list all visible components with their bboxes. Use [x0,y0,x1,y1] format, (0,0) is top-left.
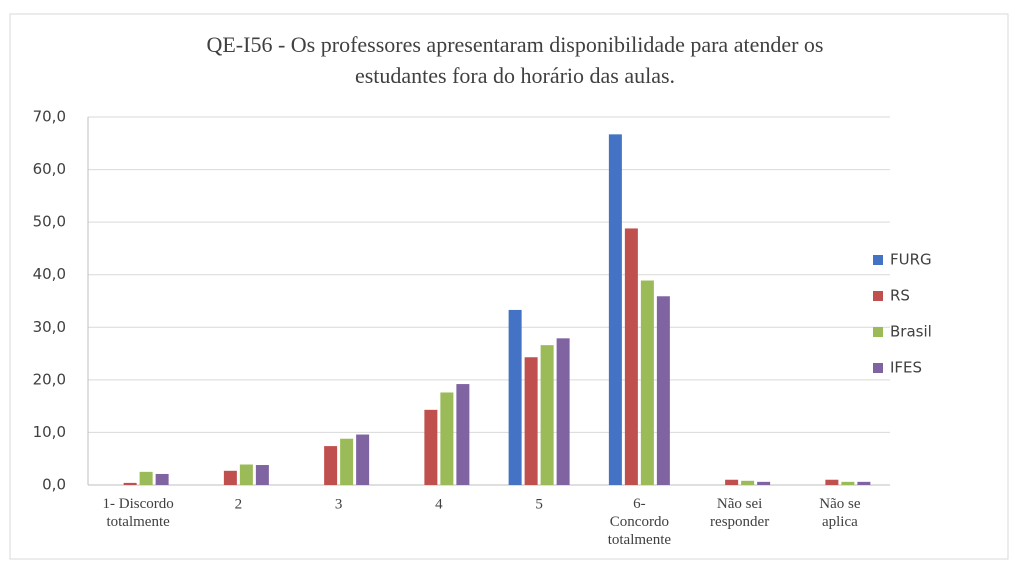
bar [440,392,454,485]
bar [841,481,855,485]
bar [556,338,570,485]
x-tick-label: 1- Discordo totalmente [103,496,174,530]
bar [239,464,253,485]
bar [508,309,522,485]
y-tick-label: 50,0 [33,213,66,231]
y-tick-label: 20,0 [33,370,66,388]
bar [757,481,771,485]
bar [255,465,269,485]
bar [656,296,670,485]
legend-swatch [873,255,883,265]
legend-label: IFES [890,359,922,377]
y-tick-label: 60,0 [33,160,66,178]
bar [340,438,354,485]
bar [139,471,153,485]
y-tick-label: 10,0 [33,423,66,441]
x-tick-label: 4 [435,496,443,512]
bar [540,345,554,485]
bar [223,470,237,485]
bar [123,482,137,485]
y-tick-label: 70,0 [33,108,66,126]
x-tick-label: 3 [335,496,343,512]
legend-swatch [873,291,883,301]
x-tick-label: 6-Concordo totalmente [608,496,672,548]
legend-swatch [873,363,883,373]
bar [857,481,871,485]
legend-swatch [873,327,883,337]
x-tick-label: Não se aplica [819,496,861,530]
bar [825,479,839,485]
x-tick-label: 2 [235,496,243,512]
y-tick-label: 30,0 [33,318,66,336]
legend-label: Brasil [890,323,932,341]
bar [424,409,438,485]
bar [624,228,638,486]
x-tick-label: Não sei responder [710,496,769,530]
legend-label: FURG [890,251,932,269]
bar [356,434,370,485]
bar [608,134,622,485]
bar [456,384,470,485]
bar [524,357,538,485]
x-tick-label: 5 [535,496,543,512]
chart-title: QE-I56 - Os professores apresentaram dis… [206,32,823,88]
y-tick-label: 40,0 [33,265,66,283]
bar [324,446,338,485]
bar [640,280,654,485]
bar [155,473,169,485]
bar [741,480,755,485]
y-tick-label: 0,0 [42,476,66,494]
bar [725,479,739,485]
legend-label: RS [890,287,910,305]
